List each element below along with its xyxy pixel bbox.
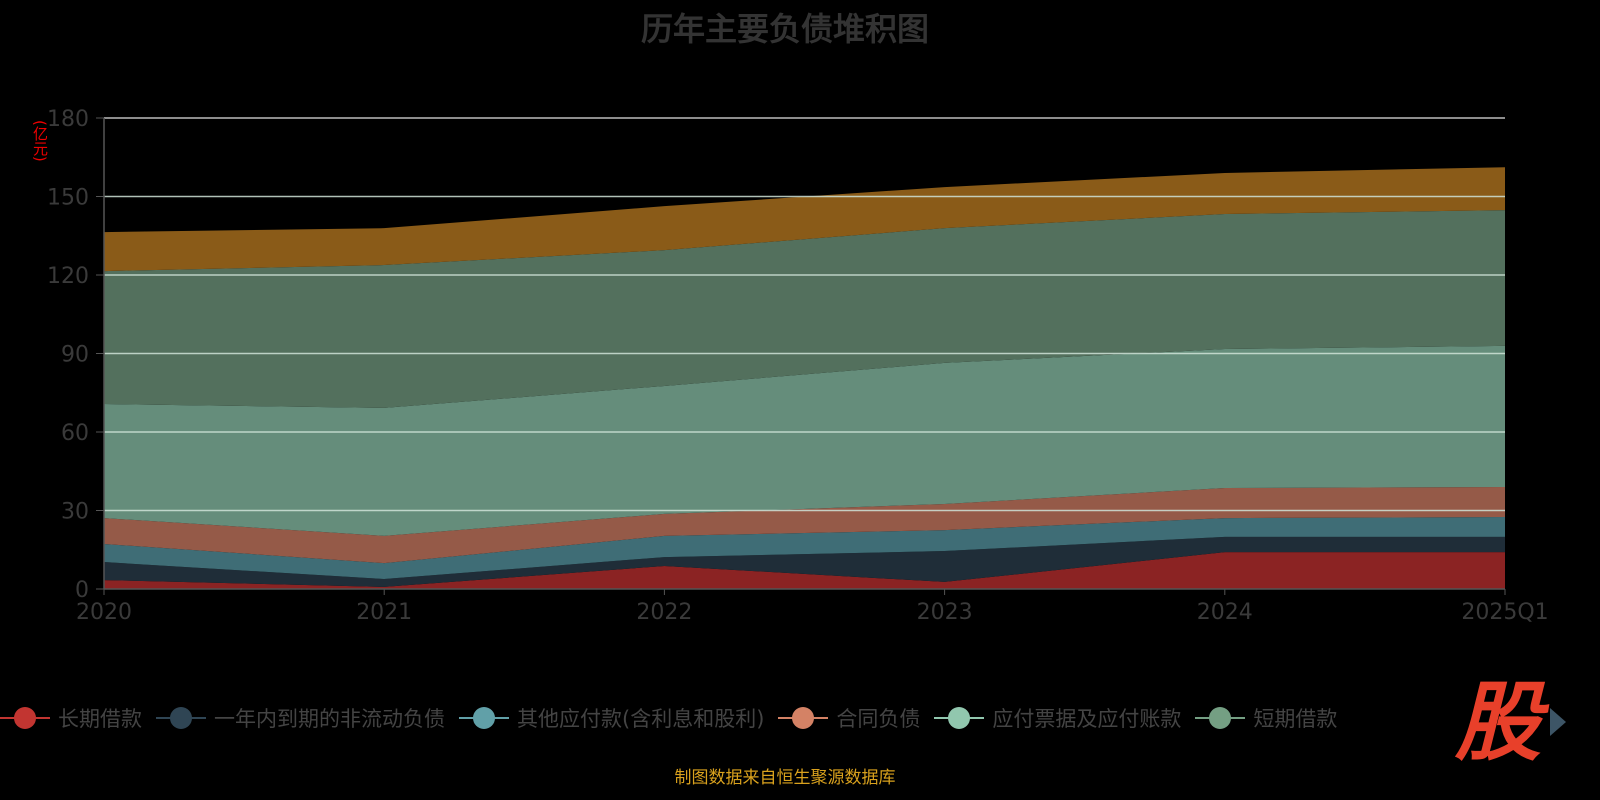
- y-axis-unit-label: (亿元): [31, 120, 49, 162]
- legend-label: 合同负债: [836, 707, 921, 731]
- y-tick-label: 180: [47, 107, 89, 132]
- legend-item[interactable]: 短期借款: [1195, 703, 1337, 733]
- area-series-5[interactable]: [104, 210, 1505, 408]
- x-tick-label: 2021: [356, 600, 412, 625]
- legend-marker-icon: [1195, 706, 1246, 730]
- area-series-1[interactable]: [104, 536, 1505, 587]
- legend-marker-icon: [0, 706, 50, 730]
- y-tick-label: 30: [61, 500, 89, 525]
- legend-marker-icon: [934, 706, 985, 730]
- legend-item[interactable]: 应付票据及应付账款: [934, 703, 1181, 733]
- legend-marker-icon: [459, 706, 509, 730]
- legend-marker-icon: [156, 706, 206, 730]
- y-tick-label: 150: [47, 186, 89, 211]
- area-series-6[interactable]: [104, 167, 1505, 272]
- y-tick-label: 60: [61, 421, 89, 446]
- chart-title: 历年主要负债堆积图: [640, 10, 929, 48]
- x-tick-label: 2024: [1197, 600, 1253, 625]
- legend-label: 短期借款: [1253, 707, 1338, 731]
- legend-next-page-arrow-icon[interactable]: [1550, 708, 1566, 736]
- area-series-0[interactable]: [104, 552, 1505, 589]
- legend-item[interactable]: 合同负债: [778, 703, 920, 733]
- y-tick-label: 0: [75, 578, 89, 603]
- y-tick-label: 120: [47, 264, 89, 289]
- legend-item[interactable]: 其他应付款(含利息和股利): [459, 703, 764, 733]
- legend-label: 其他应付款(含利息和股利): [517, 707, 765, 731]
- x-tick-label: 2023: [917, 600, 973, 625]
- legend-label: 应付票据及应付账款: [992, 707, 1182, 731]
- area-series-4[interactable]: [104, 345, 1505, 536]
- area-series-2[interactable]: [104, 517, 1505, 580]
- legend-label: 一年内到期的非流动负债: [214, 707, 445, 731]
- legend-marker-icon: [778, 706, 829, 730]
- brand-logo: 股: [1455, 673, 1541, 773]
- area-series-3[interactable]: [104, 486, 1505, 564]
- data-source-note: 制图数据来自恒生聚源数据库: [674, 768, 896, 788]
- legend-item[interactable]: 一年内到期的非流动负债: [156, 703, 445, 733]
- legend-label: 长期借款: [58, 707, 142, 731]
- x-tick-label: 2025Q1: [1461, 600, 1548, 625]
- legend: 长期借款 一年内到期的非流动负债 其他应付款(含利息和股利) 合同负债 应付票据及应付账…: [0, 703, 1450, 737]
- legend-item[interactable]: 长期借款: [0, 703, 142, 733]
- x-tick-label: 2020: [76, 600, 132, 625]
- x-tick-label: 2022: [636, 600, 692, 625]
- y-tick-label: 90: [61, 343, 89, 368]
